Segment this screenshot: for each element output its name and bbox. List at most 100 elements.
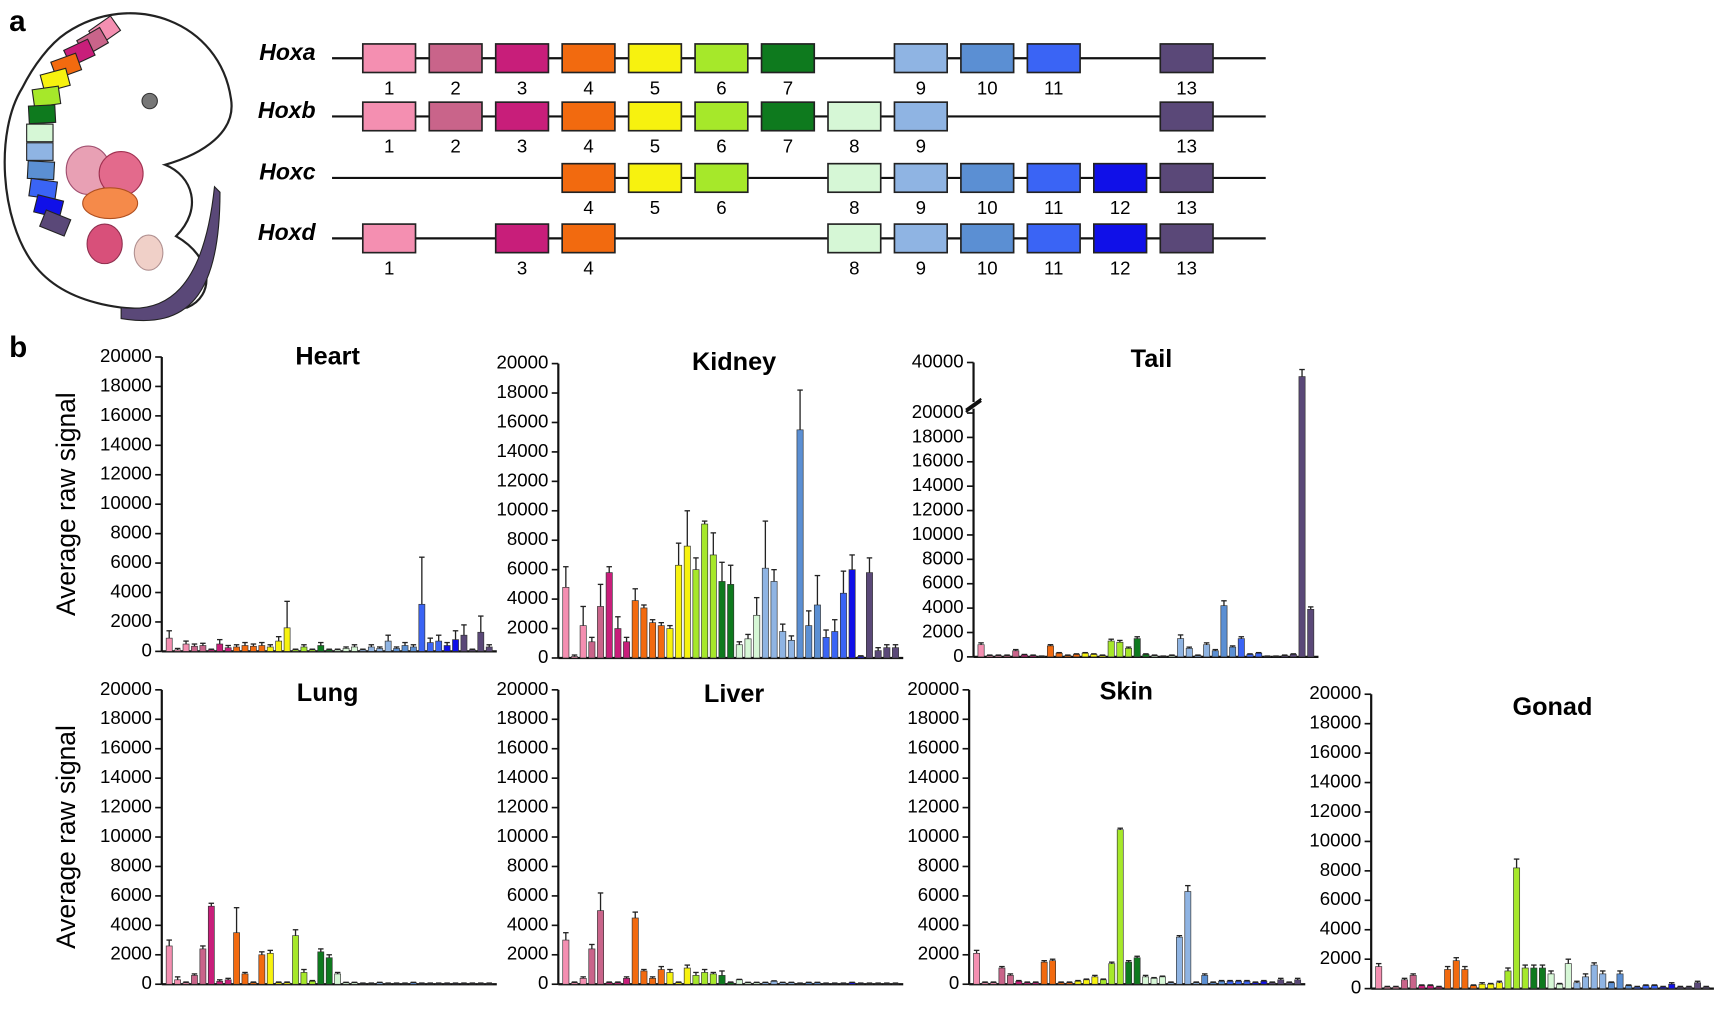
bar xyxy=(753,614,761,659)
bar xyxy=(994,655,1002,658)
bar xyxy=(1003,655,1011,658)
bar xyxy=(588,641,596,659)
bar xyxy=(1057,982,1065,985)
bar xyxy=(275,982,283,985)
bar xyxy=(683,545,691,659)
bar xyxy=(199,645,207,652)
chart-title: Lung xyxy=(297,679,359,707)
bar xyxy=(614,628,622,659)
bar xyxy=(822,637,830,659)
bar xyxy=(981,982,989,985)
gene-number: 11 xyxy=(1044,197,1063,218)
bar xyxy=(410,982,417,985)
bar xyxy=(1020,654,1028,658)
y-axis-label: Average raw signal xyxy=(51,392,81,616)
bar xyxy=(1252,982,1259,985)
gene-number: 6 xyxy=(716,136,726,157)
bar xyxy=(605,572,613,659)
y-tick-label: 4000 xyxy=(918,913,960,934)
bar xyxy=(1081,652,1089,658)
gene-box xyxy=(428,43,483,74)
bar xyxy=(623,641,631,659)
bar xyxy=(1590,964,1598,989)
gene-box xyxy=(960,223,1015,254)
gene-box xyxy=(561,101,616,132)
bar xyxy=(1426,985,1434,989)
bar xyxy=(892,647,899,659)
gene-number: 3 xyxy=(517,77,527,98)
bar xyxy=(1229,646,1237,658)
bar xyxy=(283,627,291,652)
bar xyxy=(1383,986,1391,989)
bar xyxy=(813,604,821,659)
bar xyxy=(1074,980,1082,985)
bar xyxy=(718,975,726,985)
cluster-name: Hoxb xyxy=(258,97,316,123)
bar xyxy=(1470,985,1477,989)
gene-box xyxy=(760,101,816,132)
bar xyxy=(1495,982,1503,989)
bar xyxy=(753,982,761,985)
chart-title: Tail xyxy=(1131,345,1173,373)
bar xyxy=(1651,985,1658,989)
y-tick-label: 0 xyxy=(538,972,548,993)
bar xyxy=(1099,655,1106,658)
gene-number: 4 xyxy=(583,136,593,157)
y-tick-label: 12000 xyxy=(497,469,549,490)
gene-box xyxy=(694,162,749,194)
bar xyxy=(675,982,683,985)
bar xyxy=(376,982,384,985)
bar xyxy=(351,982,358,985)
bar xyxy=(1167,982,1175,985)
bar xyxy=(1047,645,1054,658)
y-tick-label: 14000 xyxy=(497,440,549,461)
y-tick-label: 20000 xyxy=(912,401,964,422)
bar xyxy=(1150,978,1158,985)
y-tick-label: 8000 xyxy=(1320,859,1362,880)
bar xyxy=(1090,654,1098,658)
gene-number: 13 xyxy=(1176,136,1197,157)
bar xyxy=(1633,986,1641,989)
bar xyxy=(744,638,752,659)
bar xyxy=(779,982,787,985)
gene-number: 9 xyxy=(916,197,926,218)
bar xyxy=(191,645,198,652)
gene-number: 10 xyxy=(977,77,998,98)
gene-number: 8 xyxy=(849,136,859,157)
bar xyxy=(317,645,325,652)
bar xyxy=(998,967,1006,985)
y-tick-label: 0 xyxy=(538,646,548,667)
charts: Heart Average raw signal 0 2000 4000 6000 8000… xyxy=(51,343,1714,998)
gene-box xyxy=(1026,43,1081,74)
bar xyxy=(1064,655,1072,658)
gene-box xyxy=(1026,223,1081,254)
y-tick-label: 6000 xyxy=(507,884,549,905)
bar xyxy=(1023,982,1031,985)
bar xyxy=(770,581,778,659)
bar xyxy=(1151,655,1159,658)
y-tick-label: 20000 xyxy=(907,678,959,699)
gene-number: 3 xyxy=(517,258,527,279)
gene-box xyxy=(1026,162,1081,194)
bar xyxy=(174,649,181,652)
bar xyxy=(1220,605,1228,658)
bar xyxy=(384,640,392,652)
chart-title: Gonad xyxy=(1512,693,1592,721)
bar xyxy=(1659,986,1667,989)
y-tick-label: 18000 xyxy=(497,707,549,728)
y-tick-label: 6000 xyxy=(110,884,152,905)
bar xyxy=(848,569,856,659)
bar xyxy=(744,982,752,985)
cluster-name: Hoxc xyxy=(259,159,316,185)
bar xyxy=(1176,936,1183,985)
gene-box xyxy=(1159,101,1214,132)
gene-number: 10 xyxy=(977,258,998,279)
bar xyxy=(1012,650,1020,658)
bar xyxy=(727,982,735,985)
bar xyxy=(571,982,578,985)
y-tick-label: 2000 xyxy=(922,620,964,641)
bar xyxy=(250,645,257,652)
bar xyxy=(165,945,173,985)
bar xyxy=(1237,638,1245,658)
y-tick-label: 10000 xyxy=(100,825,152,846)
